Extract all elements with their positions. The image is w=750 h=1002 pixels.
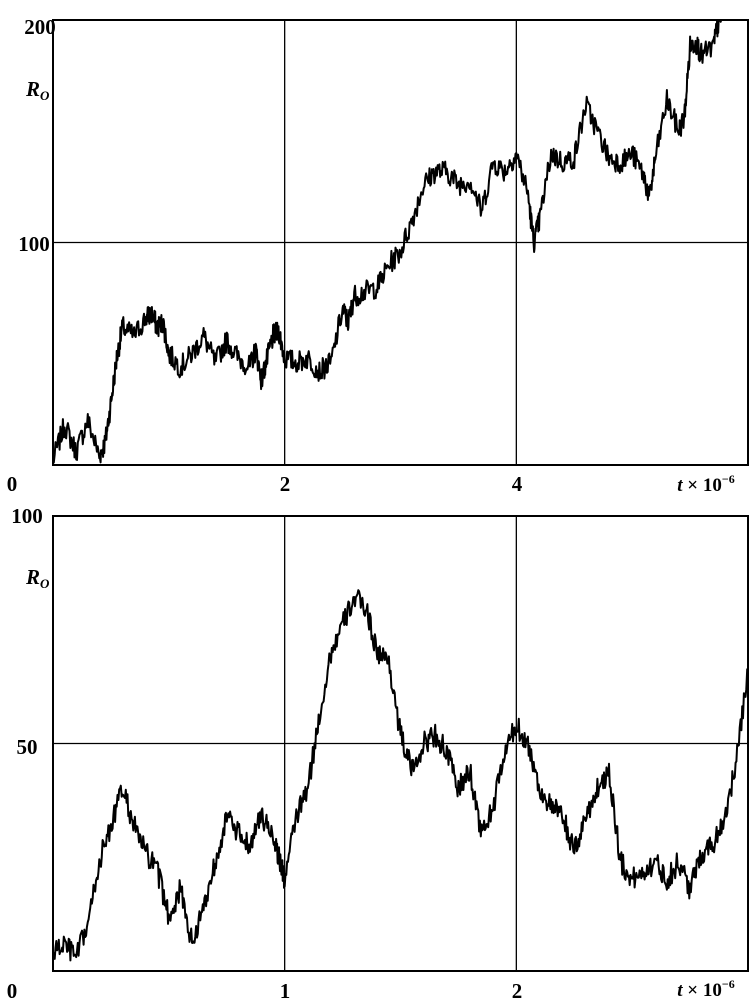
top-x-tick-label-4: 4 — [512, 472, 523, 496]
bottom-y-tick-label-100: 100 — [11, 504, 43, 528]
bottom-chart-frame — [52, 515, 749, 972]
top-chart-frame — [52, 19, 749, 466]
bottom-chart-gridlines — [53, 516, 748, 971]
top-x-axis-label: t × 10−6 — [677, 472, 734, 496]
bottom-x-tick-label-2: 2 — [512, 979, 523, 1002]
top-y-axis-label: RO — [25, 77, 50, 103]
top-x-tick-label-0: 0 — [7, 472, 18, 496]
bottom-y-tick-label-50: 50 — [17, 735, 38, 759]
bottom-x-tick-label-0: 0 — [7, 979, 18, 1002]
bottom-chart-panel: 100 50 RO 0 1 2 t × 10−6 — [7, 504, 749, 1002]
top-x-tick-label-2: 2 — [280, 472, 291, 496]
top-chart-panel: 200 100 RO 0 2 4 t × 10−6 — [7, 15, 749, 496]
top-chart-series-line — [52, 19, 726, 464]
bottom-x-axis-label: t × 10−6 — [677, 977, 734, 1001]
bottom-y-axis-label: RO — [25, 565, 50, 591]
bottom-x-tick-label-1: 1 — [280, 979, 291, 1002]
top-y-tick-label-100: 100 — [18, 232, 50, 256]
bottom-chart-series-line — [52, 589, 749, 962]
top-chart-gridlines — [53, 20, 748, 465]
top-y-tick-label-200: 200 — [24, 15, 56, 39]
